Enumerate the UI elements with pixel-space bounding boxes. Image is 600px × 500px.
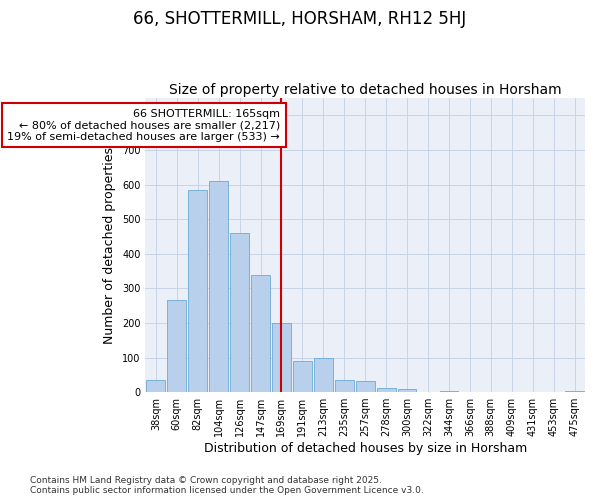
Title: Size of property relative to detached houses in Horsham: Size of property relative to detached ho… [169, 83, 562, 97]
Bar [398, 388, 416, 392]
X-axis label: Distribution of detached houses by size in Horsham: Distribution of detached houses by size … [203, 442, 527, 455]
Bar [146, 380, 165, 392]
Bar [251, 274, 270, 392]
Bar [188, 190, 207, 392]
Bar [230, 233, 249, 392]
Bar [314, 358, 333, 392]
Bar [272, 323, 291, 392]
Text: Contains HM Land Registry data © Crown copyright and database right 2025.
Contai: Contains HM Land Registry data © Crown c… [30, 476, 424, 495]
Bar [356, 381, 374, 392]
Bar [293, 361, 312, 392]
Bar [209, 181, 228, 392]
Bar [167, 300, 186, 392]
Y-axis label: Number of detached properties: Number of detached properties [103, 146, 116, 344]
Bar [377, 388, 395, 392]
Text: 66, SHOTTERMILL, HORSHAM, RH12 5HJ: 66, SHOTTERMILL, HORSHAM, RH12 5HJ [133, 10, 467, 28]
Bar [335, 380, 353, 392]
Text: 66 SHOTTERMILL: 165sqm
← 80% of detached houses are smaller (2,217)
19% of semi-: 66 SHOTTERMILL: 165sqm ← 80% of detached… [7, 108, 280, 142]
